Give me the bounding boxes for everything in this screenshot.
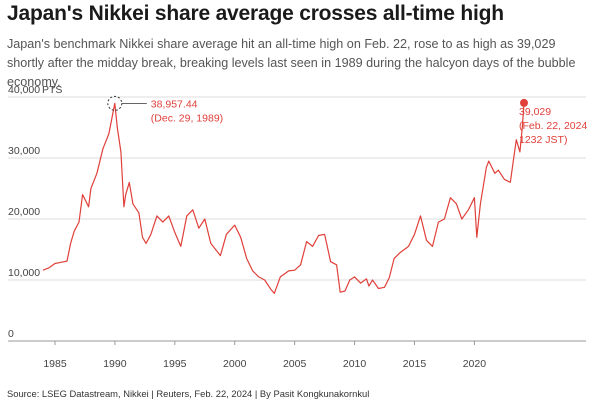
y-axis: 0 10,000 20,000 30,000 40,000 [8, 84, 40, 340]
y-tick-label: 40,000 [8, 84, 40, 96]
latest-2024-date-label: (Feb. 22, 2024 [519, 120, 587, 132]
peak-1989-date-label: (Dec. 29, 1989) [151, 112, 223, 124]
latest-2024-time-label: 1232 JST) [519, 134, 567, 146]
x-tick-label: 2020 [463, 358, 487, 370]
peak-1989-value-label: 38,957.44 [151, 98, 198, 110]
x-tick-label: 2000 [223, 358, 247, 370]
y-tick-label: 0 [8, 328, 14, 340]
nikkei-series-line [42, 102, 525, 294]
x-tick-label: 1995 [163, 358, 187, 370]
x-tick-label: 2010 [343, 358, 367, 370]
y-axis-unit-label: PTS [42, 84, 62, 96]
x-axis: 1985 1990 1995 2000 2005 2010 2015 2020 [43, 341, 486, 370]
x-tick-label: 2005 [283, 358, 307, 370]
x-tick-label: 2015 [403, 358, 427, 370]
y-tick-label: 30,000 [8, 145, 40, 157]
x-tick-label: 1985 [43, 358, 67, 370]
x-tick-label: 1990 [103, 358, 127, 370]
latest-2024-value-label: 39,029 [519, 106, 551, 118]
source-credit: Source: LSEG Datastream, Nikkei | Reuter… [7, 388, 370, 399]
chart-title: Japan's Nikkei share average crosses all… [7, 2, 504, 25]
y-tick-label: 20,000 [8, 206, 40, 218]
chart-subtitle: Japan's benchmark Nikkei share average h… [7, 37, 576, 89]
chart-grid [8, 96, 586, 342]
y-tick-label: 10,000 [8, 267, 40, 279]
latest-2024-marker [520, 98, 528, 107]
nikkei-line-chart: 1985 1990 1995 2000 2005 2010 2015 2020 0 10,000… [8, 84, 587, 370]
